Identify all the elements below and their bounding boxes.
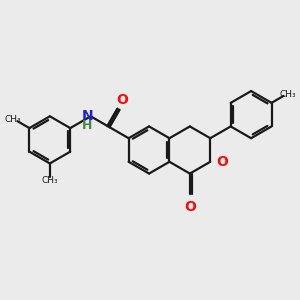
Text: CH₃: CH₃ xyxy=(280,90,296,99)
Text: O: O xyxy=(184,200,196,214)
Text: CH₃: CH₃ xyxy=(4,115,21,124)
Text: H: H xyxy=(82,119,92,132)
Text: O: O xyxy=(216,155,228,169)
Text: O: O xyxy=(116,93,128,107)
Text: N: N xyxy=(82,109,93,123)
Text: CH₃: CH₃ xyxy=(41,176,58,185)
